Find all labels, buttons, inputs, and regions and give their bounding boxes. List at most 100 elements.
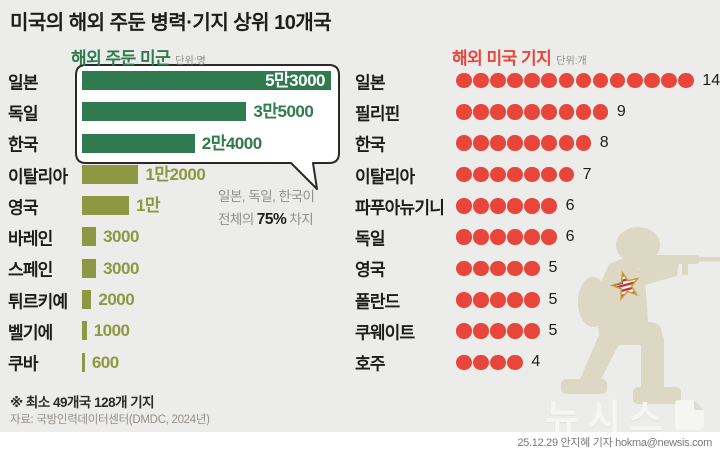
troop-bar <box>82 133 195 153</box>
country-label: 한국 <box>355 135 385 155</box>
troop-row: 벨기에 1000 <box>0 315 720 346</box>
troop-row: 한국 2만4000 <box>0 128 720 159</box>
troops-chart-title: 해외 주둔 미군 <box>71 49 171 68</box>
troop-bar <box>82 290 92 310</box>
bases-chart-unit: 단위:개 <box>556 56 587 67</box>
country-label: 파푸아뉴기니 <box>355 198 445 218</box>
troop-value: 600 <box>91 352 119 372</box>
troop-row: 일본 5만3000 <box>0 65 720 96</box>
base-dot <box>558 104 575 120</box>
base-dot <box>541 104 558 120</box>
base-dot <box>490 104 506 120</box>
base-dot <box>524 166 540 183</box>
base-dot <box>541 135 558 152</box>
base-dot <box>473 354 489 371</box>
country-label: 바레인 <box>8 229 53 249</box>
base-dot <box>456 72 472 89</box>
troop-bar <box>82 258 97 278</box>
troop-value: 1만 <box>135 196 161 216</box>
troops-chart: 일본 5만3000 독일 3만5000 한국 2만4000 이탈리아 1만200… <box>0 65 720 378</box>
base-dot <box>524 72 540 89</box>
base-dot <box>456 135 472 152</box>
base-count: 4 <box>531 353 541 371</box>
troops-chart-unit: 단위:명 <box>175 56 206 67</box>
troop-row: 바레인 3000 <box>0 221 720 252</box>
base-dot <box>507 135 523 152</box>
base-dot <box>507 323 523 339</box>
base-row: 파푸아뉴기니 6 <box>0 190 720 221</box>
base-dot <box>490 72 506 89</box>
base-dot <box>490 135 506 152</box>
base-row: 호주 4 <box>0 347 720 378</box>
base-dot <box>473 229 489 245</box>
base-dot <box>507 166 523 183</box>
base-dot-group: 5 <box>456 322 557 340</box>
base-dot <box>524 291 540 308</box>
troops-chart-header: 해외 주둔 미군 단위:명 <box>71 44 206 69</box>
reporter-credit: 25.12.29 안지혜 기자 hokma@newsis.com <box>517 437 712 449</box>
troop-bar <box>82 227 97 247</box>
base-dot-group: 8 <box>456 134 609 152</box>
base-dot <box>558 135 575 152</box>
base-dot <box>541 166 558 183</box>
base-dot <box>507 354 523 371</box>
base-dot <box>456 104 472 120</box>
base-dot <box>456 198 472 214</box>
base-dot-group: 7 <box>456 166 592 184</box>
credit-band: 25.12.29 안지혜 기자 hokma@newsis.com <box>0 432 720 452</box>
base-dot <box>592 104 609 120</box>
base-dot <box>575 135 592 152</box>
troop-bar <box>82 321 87 341</box>
callout-annotation: 일본, 독일, 한국이 전체의 75% 차지 <box>218 185 315 231</box>
country-label: 튀르키예 <box>8 292 68 312</box>
callout-line2: 전체의 75% 차지 <box>218 211 314 228</box>
bases-chart-title: 해외 미국 기지 <box>452 49 552 68</box>
troop-row: 스페인 3000 <box>0 253 720 284</box>
base-dot <box>473 323 489 339</box>
base-dot-group: 4 <box>456 353 540 371</box>
base-dot <box>524 198 540 214</box>
troop-bar <box>82 352 85 372</box>
base-row: 폴란드 5 <box>0 284 720 315</box>
base-dot <box>558 72 575 89</box>
country-label: 폴란드 <box>355 292 400 312</box>
base-dot <box>626 72 643 89</box>
newsis-logo-mark <box>675 400 705 430</box>
base-dot <box>592 72 609 89</box>
base-dot <box>541 229 558 245</box>
base-dot <box>456 166 472 183</box>
base-dot <box>490 229 506 245</box>
base-dot <box>490 260 506 277</box>
troop-row: 영국 1만 <box>0 190 720 221</box>
troop-value: 3000 <box>103 258 139 278</box>
base-dot <box>473 72 489 89</box>
troop-bar: 5만3000 <box>82 71 331 90</box>
base-dot <box>575 72 592 89</box>
base-dot <box>490 354 506 371</box>
base-dot <box>473 104 489 120</box>
country-label: 독일 <box>8 104 38 124</box>
callout-percentage: 75% <box>256 211 287 228</box>
base-dot <box>473 198 489 214</box>
base-dot <box>644 72 660 89</box>
callout-bubble <box>75 64 340 190</box>
base-dot <box>524 323 540 339</box>
country-label: 필리핀 <box>355 104 400 124</box>
base-count: 7 <box>582 165 592 183</box>
country-label: 쿠바 <box>8 354 38 374</box>
base-dot <box>507 260 523 277</box>
base-count: 9 <box>616 102 626 120</box>
base-dot <box>524 104 540 120</box>
base-row: 필리핀 9 <box>0 96 720 127</box>
country-label: 스페인 <box>8 260 53 280</box>
base-dot <box>609 72 626 89</box>
source-credit: 자료: 국방인력데이터센터(DMDC, 2024년) <box>10 414 210 426</box>
callout-line1: 일본, 독일, 한국이 <box>218 189 315 204</box>
country-label: 영국 <box>8 198 38 218</box>
base-dot <box>456 291 472 308</box>
base-dot <box>473 260 489 277</box>
base-dot <box>473 291 489 308</box>
base-dot <box>507 229 523 245</box>
